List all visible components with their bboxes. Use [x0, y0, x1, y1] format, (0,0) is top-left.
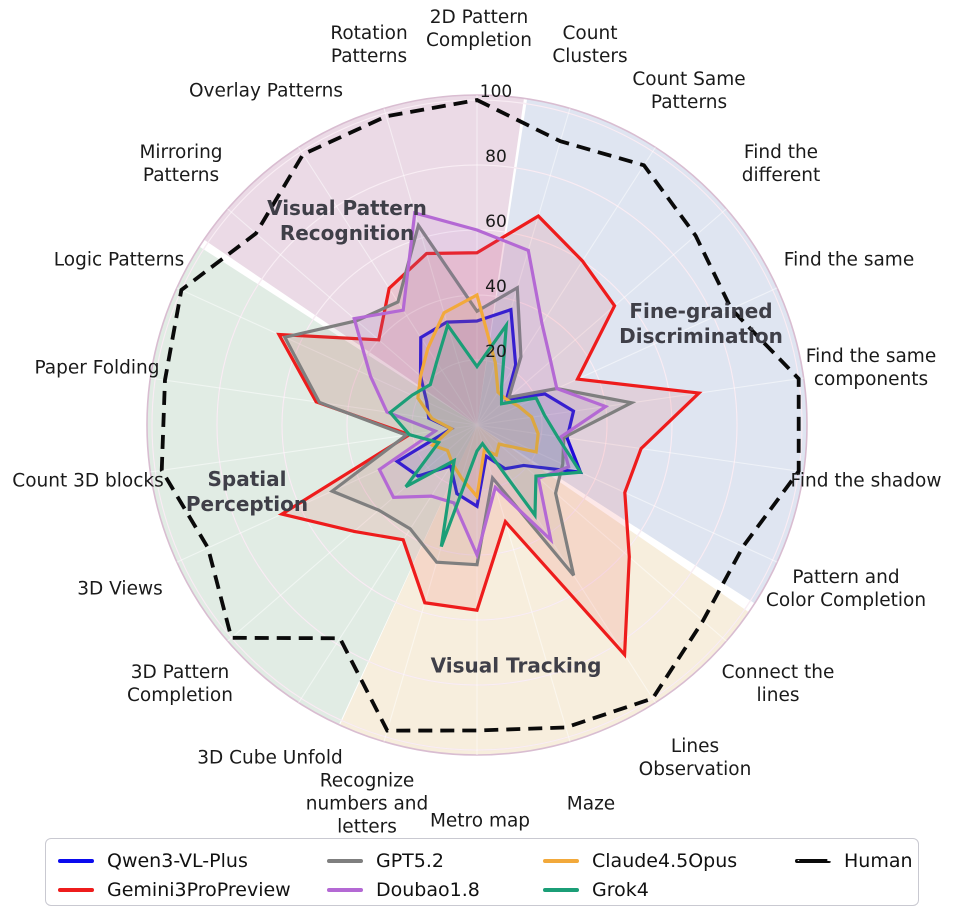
axis-spoke-3 [476, 208, 727, 426]
group-sector-spatial-perception [147, 246, 477, 725]
category-label-count-clusters: Count Clusters [552, 23, 628, 67]
axis-spoke-19 [227, 208, 478, 426]
legend-item-label: Human [844, 850, 913, 872]
category-label-logic-patterns: Logic Patterns [53, 249, 185, 271]
radar-series-qwen3-vl-plus [394, 307, 583, 509]
legend-line-swatch-icon [58, 859, 94, 863]
legend-item-label: Doubao1.8 [376, 879, 480, 901]
group-label-fine-grained-discrimination: Fine-grained Discrimination [619, 299, 783, 348]
axis-spoke-14 [227, 424, 478, 642]
axis-spoke-17 [150, 377, 478, 426]
category-label-paper-folding: Paper Folding [34, 357, 160, 379]
category-label-find-the-shadow: Find the shadow [790, 470, 942, 492]
radar-series-grok4 [387, 319, 584, 548]
category-label-overlay-patterns: Overlay Patterns [189, 80, 343, 102]
legend-item-gemini3propreview: Gemini3ProPreview [58, 877, 291, 903]
radar-plot-canvas [146, 94, 808, 756]
legend-item-grok4: Grok4 [543, 877, 649, 903]
legend-line-swatch-icon [795, 859, 831, 863]
legend: Qwen3-VL-Plus GPT5.2 Claude4.5Opus Human Gem… [45, 838, 919, 906]
category-label-3d-views: 3D Views [77, 578, 163, 600]
radial-tick-100: 100 [479, 82, 513, 102]
radar-series-gemini3propreview [276, 214, 703, 659]
category-label-rotation-patterns: Rotation Patterns [330, 23, 408, 67]
category-label-3d-pattern-completion: 3D Pattern Completion [127, 662, 233, 706]
category-label-find-the-same-components: Find the same components [805, 346, 937, 390]
category-label-metro-map: Metro map [429, 810, 531, 832]
radar-series-gpt5-2 [282, 221, 637, 577]
category-label-find-the-same: Find the same [783, 249, 915, 271]
radial-tick-20: 20 [485, 342, 507, 362]
group-sector-visual-tracking [339, 425, 749, 755]
legend-item-label: Grok4 [592, 879, 649, 901]
legend-item-label: Gemini3ProPreview [107, 879, 291, 901]
legend-line-swatch-icon [543, 859, 579, 863]
axis-spoke-21 [383, 108, 478, 426]
legend-item-claude4-5opus: Claude4.5Opus [543, 848, 737, 874]
legend-line-swatch-icon [543, 888, 579, 892]
legend-item-human: Human [795, 848, 913, 874]
group-label-visual-pattern-recognition: Visual Pattern Recognition [267, 196, 427, 245]
category-label-maze: Maze [566, 793, 616, 815]
category-label-pattern-and-color-completion: Pattern and Color Completion [765, 567, 927, 611]
category-label-2d-pattern-completion: 2D Pattern Completion [426, 7, 532, 51]
legend-item-gpt5-2: GPT5.2 [327, 848, 444, 874]
radial-tick-80: 80 [485, 147, 507, 167]
legend-item-qwen3-vl-plus: Qwen3-VL-Plus [58, 848, 248, 874]
axis-spoke-4 [476, 287, 778, 426]
legend-line-swatch-icon [58, 888, 94, 892]
category-label-lines-observation: Lines Observation [638, 736, 752, 780]
group-label-spatial-perception: Spatial Perception [185, 467, 309, 516]
category-label-mirroring-patterns: Mirroring Patterns [139, 142, 223, 186]
category-label-recognize-numbers-and-letters: Recognize numbers and letters [305, 770, 429, 838]
axis-spoke-20 [298, 147, 478, 426]
category-label-connect-the-lines: Connect the lines [721, 662, 835, 706]
legend-item-doubao1-8: Doubao1.8 [327, 877, 480, 903]
axis-spoke-13 [298, 424, 478, 703]
axis-spoke-2 [476, 147, 656, 426]
category-label-find-the-different: Find the different [741, 142, 821, 186]
legend-item-label: Claude4.5Opus [592, 850, 738, 872]
axis-spoke-1 [476, 108, 571, 426]
legend-line-swatch-icon [327, 859, 363, 863]
legend-item-label: Qwen3-VL-Plus [107, 850, 248, 872]
legend-line-swatch-icon [327, 888, 363, 892]
axis-spoke-16 [150, 424, 478, 473]
category-label-count-3d-blocks: Count 3D blocks [12, 470, 164, 492]
group-label-visual-tracking: Visual Tracking [430, 653, 602, 678]
axis-spoke-15 [176, 424, 478, 563]
radial-tick-60: 60 [485, 212, 507, 232]
axis-spoke-8 [476, 424, 727, 642]
radial-tick-40: 40 [485, 277, 507, 297]
category-label-3d-cube-unfold: 3D Cube Unfold [197, 747, 343, 769]
radar-series-human [159, 98, 801, 733]
axis-spoke-7 [476, 424, 778, 563]
legend-item-label: GPT5.2 [376, 850, 445, 872]
category-label-count-same-patterns: Count Same Patterns [632, 69, 746, 113]
